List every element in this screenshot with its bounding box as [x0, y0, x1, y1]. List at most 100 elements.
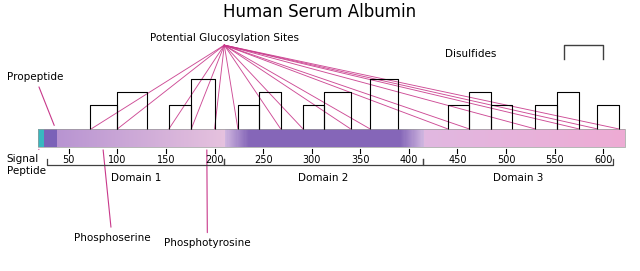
Bar	[524, 129, 525, 147]
Bar	[177, 129, 179, 147]
Bar	[575, 129, 576, 147]
Bar	[113, 129, 114, 147]
Bar	[596, 129, 597, 147]
Bar	[484, 129, 485, 147]
Bar	[518, 129, 519, 147]
Bar	[339, 129, 340, 147]
Bar	[499, 129, 500, 147]
Bar	[461, 129, 462, 147]
Bar	[593, 129, 594, 147]
Bar	[435, 129, 436, 147]
Bar	[121, 129, 122, 147]
Bar	[383, 129, 384, 147]
Bar	[415, 129, 416, 147]
Bar	[551, 129, 552, 147]
Bar	[412, 129, 413, 147]
Bar	[595, 129, 596, 147]
Bar	[57, 129, 58, 147]
Bar	[564, 129, 566, 147]
Bar	[228, 129, 230, 147]
Bar	[350, 129, 351, 147]
Bar	[541, 129, 543, 147]
Bar	[393, 129, 394, 147]
Bar	[100, 129, 102, 147]
Bar	[133, 129, 134, 147]
Bar	[290, 129, 291, 147]
Bar	[307, 129, 308, 147]
Bar	[331, 129, 332, 147]
Bar	[258, 129, 259, 147]
Bar	[404, 129, 406, 147]
Bar	[102, 129, 104, 147]
Bar	[174, 129, 175, 147]
Text: Signal
Peptide: Signal Peptide	[6, 149, 45, 176]
Bar	[367, 129, 368, 147]
Bar	[609, 129, 610, 147]
Bar	[579, 129, 580, 147]
Bar	[341, 129, 342, 147]
Bar	[364, 129, 365, 147]
Bar	[562, 129, 563, 147]
Bar	[438, 129, 440, 147]
Bar	[168, 129, 170, 147]
Bar	[335, 129, 337, 147]
Bar	[342, 129, 343, 147]
Bar	[458, 129, 459, 147]
Bar	[233, 129, 234, 147]
Bar	[582, 129, 584, 147]
Bar	[196, 129, 198, 147]
Bar	[535, 129, 536, 147]
Bar	[617, 129, 618, 147]
Bar	[479, 129, 481, 147]
Bar	[399, 129, 400, 147]
Bar	[544, 129, 545, 147]
Bar	[217, 129, 218, 147]
Bar	[158, 129, 159, 147]
Bar	[410, 129, 412, 147]
Bar	[306, 129, 307, 147]
Bar	[372, 129, 374, 147]
Text: Phosphoserine: Phosphoserine	[74, 150, 150, 243]
Bar	[145, 129, 146, 147]
Bar	[501, 129, 502, 147]
Bar	[466, 129, 467, 147]
Bar	[431, 129, 433, 147]
Bar	[463, 129, 465, 147]
Bar	[221, 129, 223, 147]
Bar	[433, 129, 434, 147]
Bar	[252, 129, 253, 147]
Bar	[292, 129, 293, 147]
Text: 300: 300	[303, 155, 321, 165]
Bar	[240, 129, 241, 147]
Bar	[353, 129, 355, 147]
Text: 550: 550	[545, 155, 564, 165]
Bar	[143, 129, 145, 147]
Bar	[259, 129, 260, 147]
Bar	[147, 129, 148, 147]
Bar	[179, 129, 180, 147]
Text: 200: 200	[205, 155, 224, 165]
Text: Domain 2: Domain 2	[298, 173, 349, 183]
Bar	[449, 129, 450, 147]
Text: Disulfides: Disulfides	[445, 49, 497, 59]
Bar	[362, 129, 364, 147]
Bar	[211, 129, 212, 147]
Bar	[150, 129, 152, 147]
Bar	[554, 129, 556, 147]
Bar	[223, 129, 224, 147]
Bar	[527, 129, 528, 147]
Bar	[38, 129, 625, 147]
Bar	[118, 129, 120, 147]
Text: Domain 3: Domain 3	[493, 173, 543, 183]
Bar	[316, 129, 317, 147]
Bar	[597, 129, 598, 147]
Bar	[413, 129, 415, 147]
Bar	[603, 129, 604, 147]
Bar	[355, 129, 356, 147]
Bar	[456, 129, 458, 147]
Bar	[280, 129, 281, 147]
Bar	[614, 129, 616, 147]
Bar	[161, 129, 163, 147]
Bar	[271, 129, 273, 147]
Bar	[589, 129, 591, 147]
